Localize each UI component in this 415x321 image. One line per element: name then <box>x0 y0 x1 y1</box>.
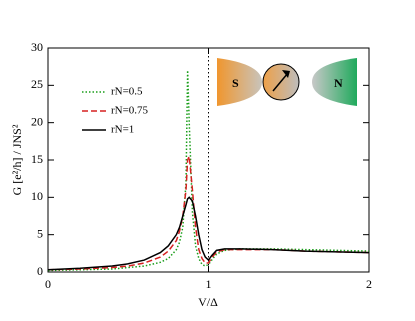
series-line <box>47 196 370 271</box>
normal-lead <box>312 58 357 106</box>
inset-diagram: S N <box>217 58 357 106</box>
inset-label: N <box>334 76 343 90</box>
x-axis-label: V/Δ <box>198 295 218 309</box>
legend-label: rN=1 <box>111 124 134 136</box>
x-tick-label: 0 <box>45 277 51 291</box>
superconductor <box>217 58 262 106</box>
y-tick-label: 15 <box>31 152 43 166</box>
legend-label: rN=0.5 <box>111 86 143 98</box>
y-tick-label: 10 <box>31 189 43 203</box>
y-tick-label: 20 <box>31 114 43 128</box>
x-tick-label: 1 <box>206 277 212 291</box>
y-tick-label: 0 <box>37 264 43 278</box>
series-line <box>47 155 370 271</box>
y-tick-label: 30 <box>31 40 43 54</box>
spin-arrow <box>272 72 289 92</box>
y-axis-label: G [e²/h] / JNS² <box>10 124 24 195</box>
legend-label: rN=0.75 <box>111 105 149 117</box>
x-tick-label: 2 <box>366 277 372 291</box>
y-tick-label: 5 <box>37 226 43 240</box>
spin-arrow-head <box>282 70 290 78</box>
inset-label: S <box>232 76 239 90</box>
y-tick-label: 25 <box>31 77 43 91</box>
